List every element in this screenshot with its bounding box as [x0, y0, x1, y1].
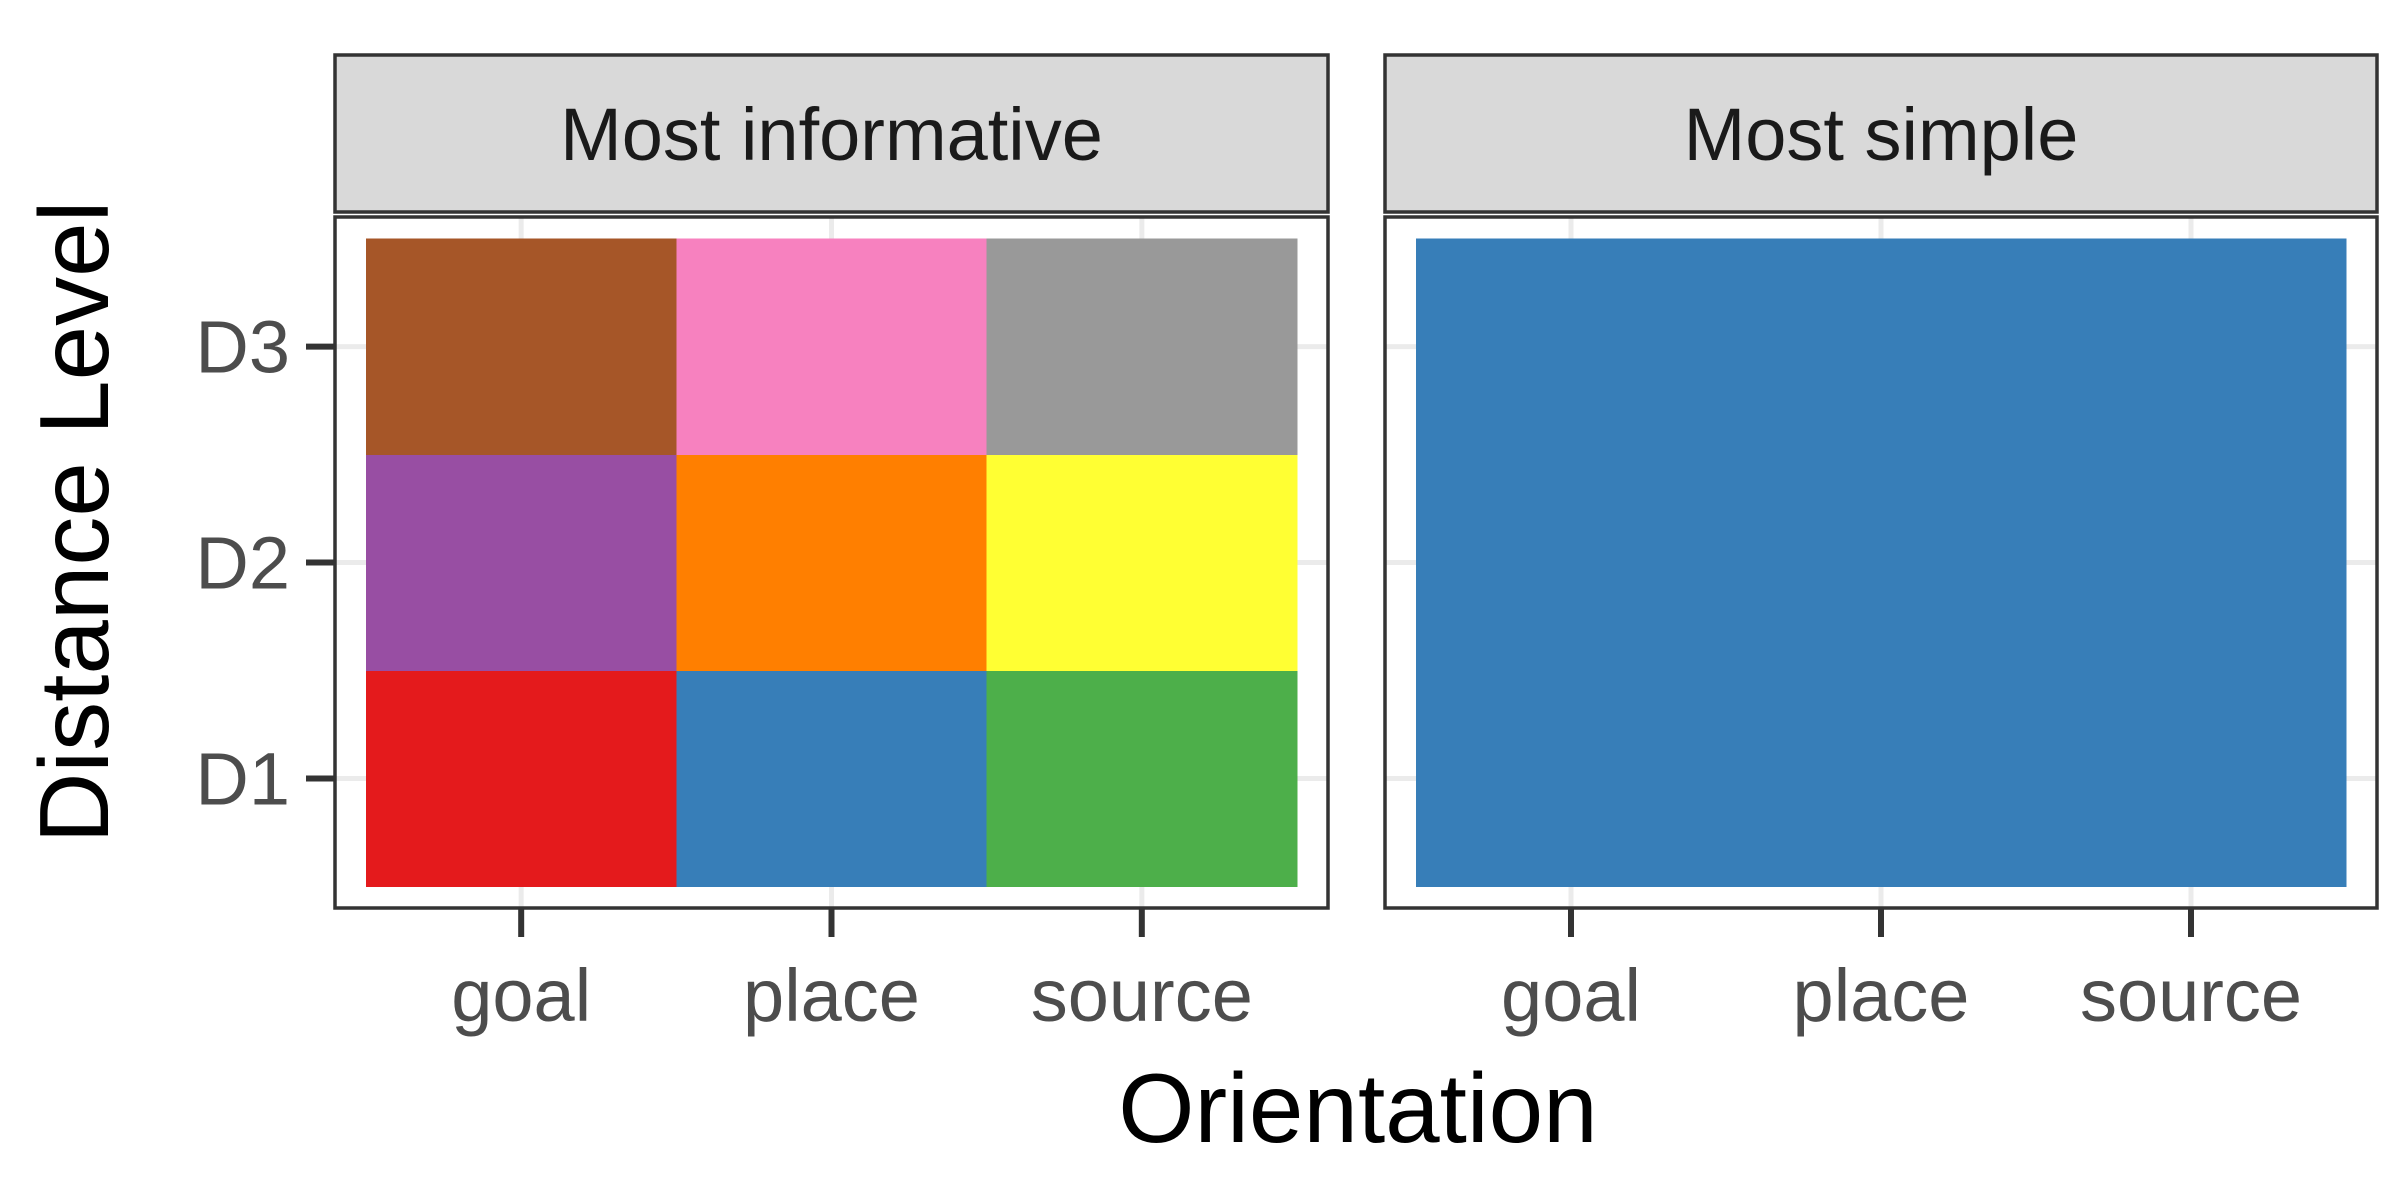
- heatmap-tile-place-D2: [676, 454, 988, 672]
- facet-strip-title: Most simple: [1684, 93, 2079, 176]
- heatmap-tile-goal-D3: [366, 238, 677, 456]
- y-axis: D1 D2 D3: [195, 306, 335, 820]
- heatmap-tile-source-D3: [986, 238, 1298, 456]
- x-tick-label-source: source: [2080, 954, 2302, 1037]
- heatmap-tile-place-D3: [1726, 238, 2037, 456]
- facet-strip: [1383, 53, 2379, 214]
- heatmap-tile-place-D1: [1726, 670, 2037, 888]
- heatmap-tile-place-D1: [676, 670, 988, 888]
- y-tick-label-D3: D3: [195, 306, 290, 389]
- facet-strip: [333, 53, 1330, 214]
- x-tick-label-goal: goal: [1501, 954, 1641, 1037]
- heatmap-tile-source-D1: [986, 670, 1298, 888]
- y-axis-title: Distance Level: [19, 201, 129, 844]
- heatmap-tile-goal-D3: [1416, 238, 1727, 456]
- y-tick-label-D1: D1: [195, 737, 290, 820]
- x-tick-label-goal: goal: [451, 954, 591, 1037]
- heatmap-tile-goal-D1: [1416, 670, 1727, 888]
- facet-panel: Most simple goal place source: [1383, 53, 2379, 1037]
- facet-panel: Most informative goal place source: [333, 53, 1330, 1037]
- heatmap-tile-goal-D2: [1416, 454, 1727, 672]
- heatmap-tile-source-D2: [986, 454, 1298, 672]
- heatmap-tile-source-D2: [2036, 454, 2347, 672]
- facet-strip-title: Most informative: [560, 93, 1103, 176]
- x-tick-label-source: source: [1031, 954, 1253, 1037]
- x-tick-label-place: place: [743, 954, 920, 1037]
- y-tick-label-D2: D2: [195, 522, 290, 605]
- heatmap-tile-goal-D1: [366, 670, 677, 888]
- heatmap-tile-place-D3: [676, 238, 988, 456]
- heatmap-tile-place-D2: [1726, 454, 2037, 672]
- heatmap-tile-source-D1: [2036, 670, 2347, 888]
- x-tick-label-place: place: [1793, 954, 1970, 1037]
- heatmap-tile-source-D3: [2036, 238, 2347, 456]
- heatmap-tile-goal-D2: [366, 454, 677, 672]
- x-axis-title: Orientation: [1118, 1053, 1597, 1163]
